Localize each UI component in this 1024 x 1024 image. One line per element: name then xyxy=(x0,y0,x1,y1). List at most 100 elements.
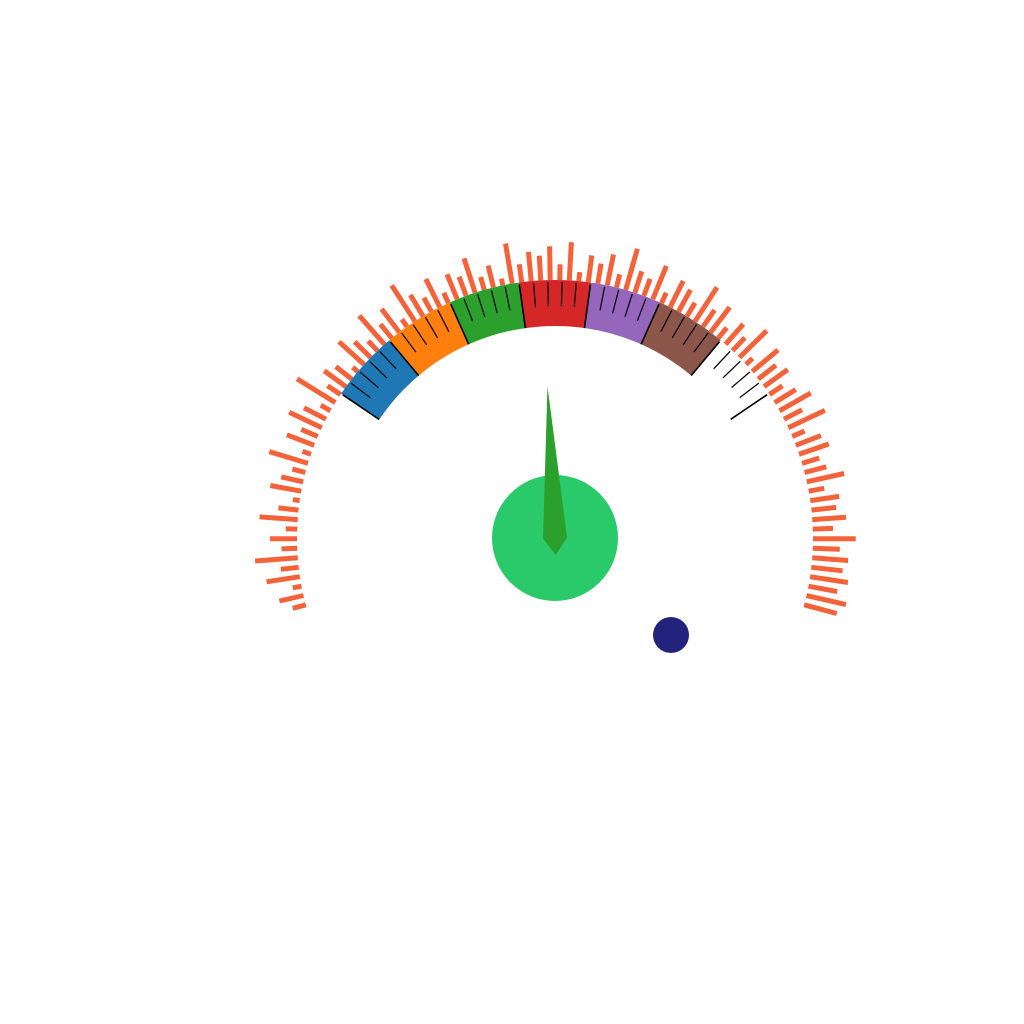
radial-bar xyxy=(536,255,544,281)
minor-tick xyxy=(424,316,439,339)
major-tick xyxy=(450,303,470,345)
radial-bar xyxy=(379,307,402,334)
gauge-needle xyxy=(543,386,567,555)
minor-tick xyxy=(350,382,371,399)
minor-tick xyxy=(693,332,709,353)
radial-bar xyxy=(632,270,645,294)
minor-tick xyxy=(359,371,379,389)
major-tick xyxy=(518,284,527,329)
major-tick xyxy=(583,284,592,329)
radial-bar xyxy=(389,284,417,323)
radial-bar xyxy=(278,593,305,604)
radial-bar xyxy=(319,403,332,413)
minor-tick xyxy=(612,289,620,314)
radial-bar xyxy=(778,390,813,413)
position-marker xyxy=(653,617,689,653)
radial-bar xyxy=(768,383,784,397)
minor-tick xyxy=(547,282,549,307)
radial-bar xyxy=(366,339,380,353)
major-tick xyxy=(690,341,721,377)
radial-bar xyxy=(352,340,373,360)
radial-bar xyxy=(595,263,604,285)
radial-bar xyxy=(526,251,534,282)
minor-tick xyxy=(660,309,673,332)
minor-tick xyxy=(671,316,685,339)
radial-bar xyxy=(723,322,746,347)
radial-bar xyxy=(295,376,337,405)
radial-bar xyxy=(812,514,847,523)
radial-bar xyxy=(808,583,838,595)
radial-bar xyxy=(292,497,301,504)
radial-bar xyxy=(288,410,323,430)
radial-bar xyxy=(812,545,840,552)
radial-bar xyxy=(499,278,506,286)
radial-bar xyxy=(750,347,780,374)
radial-bar xyxy=(478,276,487,291)
radial-bar xyxy=(787,408,826,430)
radial-bar xyxy=(614,273,623,288)
minor-tick xyxy=(636,298,647,322)
radial-bar xyxy=(805,593,847,607)
minor-tick xyxy=(624,293,633,317)
radial-bar xyxy=(292,602,307,611)
gauge-ticks xyxy=(342,282,768,421)
radial-bar xyxy=(667,279,686,309)
radial-bar xyxy=(485,264,496,289)
radial-bar xyxy=(730,335,747,353)
radial-bar xyxy=(278,505,299,513)
radial-bar xyxy=(576,271,583,282)
radial-bar xyxy=(641,278,653,297)
gauge-band xyxy=(691,340,769,420)
minor-tick xyxy=(722,360,741,379)
radial-bar xyxy=(809,574,849,585)
radial-bar xyxy=(280,474,304,485)
radial-bar xyxy=(803,464,827,475)
radial-bar xyxy=(809,493,840,504)
radial-bar xyxy=(803,602,838,616)
radial-bar xyxy=(585,255,595,283)
radial-bar xyxy=(269,483,302,494)
minor-tick xyxy=(682,324,698,346)
minor-tick xyxy=(713,350,731,370)
radial-bar xyxy=(441,291,451,305)
radial-bar xyxy=(808,485,825,494)
radial-bar xyxy=(444,273,460,301)
minor-tick xyxy=(599,286,606,311)
minor-tick xyxy=(739,382,760,399)
radial-bar xyxy=(292,583,302,591)
minor-tick xyxy=(532,282,537,307)
radial-bar xyxy=(659,291,669,305)
radial-bar xyxy=(650,264,669,301)
radial-bar xyxy=(692,285,720,323)
gauge-band xyxy=(641,302,721,376)
radial-bar xyxy=(281,545,298,552)
radial-bar xyxy=(516,263,525,283)
minor-tick xyxy=(379,350,397,370)
minor-tick xyxy=(560,282,563,307)
radial-bar xyxy=(806,471,845,485)
radial-bar xyxy=(604,253,616,286)
radial-bar xyxy=(744,356,755,367)
major-tick xyxy=(389,341,420,377)
radial-bar xyxy=(266,574,301,585)
minor-tick xyxy=(573,282,577,307)
radial-bar xyxy=(351,365,360,374)
radial-bar xyxy=(737,328,769,360)
radial-bar xyxy=(801,455,820,466)
minor-tick xyxy=(463,298,474,322)
radial-bar xyxy=(280,564,299,572)
radial-bar-series xyxy=(254,242,856,616)
radial-bar xyxy=(254,555,298,564)
radial-bar xyxy=(337,339,366,367)
radial-bar xyxy=(811,564,843,574)
radial-bar xyxy=(423,277,443,309)
radial-bar xyxy=(268,449,309,466)
radial-bar xyxy=(408,293,426,318)
radial-bar xyxy=(811,504,837,513)
major-tick xyxy=(730,394,768,420)
radial-bar xyxy=(300,427,319,439)
minor-tick xyxy=(504,286,511,311)
radial-bar xyxy=(378,322,394,340)
radial-bar xyxy=(756,363,778,382)
radial-bar xyxy=(716,326,729,340)
